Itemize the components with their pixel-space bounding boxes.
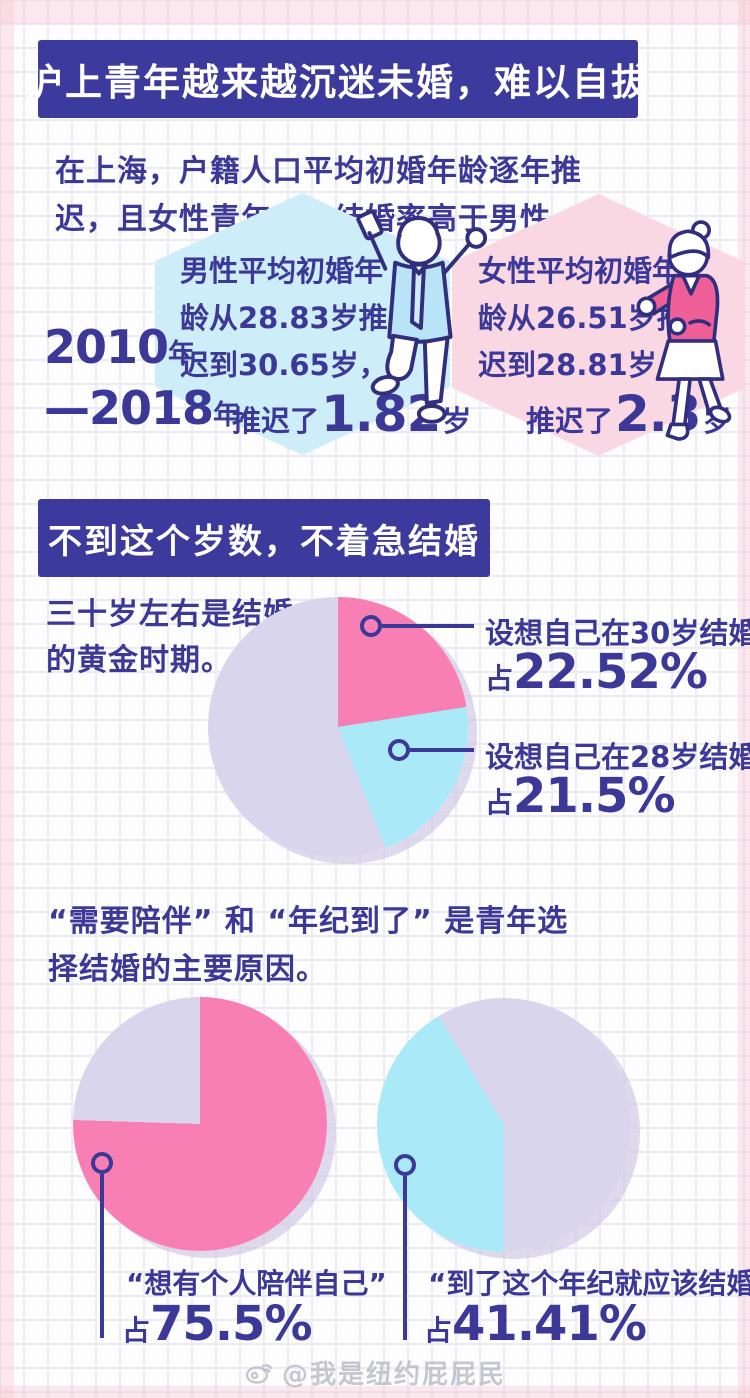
period-start-year: 2010 [44, 320, 169, 374]
watermark-handle: @我是纽约屁屁民 [281, 1359, 506, 1390]
male-figure-illustration [356, 209, 488, 424]
callout-marker-right-age [394, 1154, 416, 1176]
callout-label-companionship: “想有个人陪伴自己” [126, 1267, 387, 1300]
callout-marker-28 [388, 739, 410, 761]
callout-label-right-age: “到了这个年纪就应该结婚” [428, 1267, 750, 1300]
callout-value-companionship: 占 75.5% [122, 1296, 313, 1352]
pie-chart-reason-companionship [73, 997, 327, 1251]
section2-title-banner: 不到这个岁数，不着急结婚 [38, 499, 490, 577]
female-figure-illustration [636, 220, 732, 441]
callout-line-companionship [100, 1174, 104, 1338]
pie-chart-reason-right-age [377, 998, 631, 1252]
callout-label-28: 设想自己在28岁结婚 [485, 740, 750, 774]
callout-label-30: 设想自己在30岁结婚， [485, 616, 750, 650]
callout-value-30: 占 22.52% [485, 644, 708, 700]
callout-value-28: 占 21.5% [485, 768, 676, 824]
edge-tint-top [0, 0, 750, 24]
callout-line-right-age [403, 1176, 407, 1340]
callout-value-right-age: 占 41.41% [424, 1296, 647, 1352]
section2-intro-text: 三十岁左右是结婚 的黄金时期。 [46, 597, 294, 678]
section1-title-banner: 沪上青年越来越沉迷未婚，难以自拔 [26, 40, 648, 118]
weibo-logo-icon [245, 1364, 273, 1384]
callout-line-28 [410, 748, 474, 752]
period-end-year: —2018 [44, 381, 214, 435]
section1-intro-line1: 在上海，户籍人口平均初婚年龄逐年推 [55, 154, 582, 189]
edge-tint-left [0, 0, 14, 1398]
callout-marker-companionship [91, 1152, 113, 1174]
period-label: 2010年 —2018年 [44, 320, 241, 435]
male-hex-text: 男性平均初婚年 龄从28.83岁推 迟到30.65岁， 推迟了 1.82 岁 [180, 254, 472, 443]
callout-marker-30 [360, 615, 382, 637]
watermark: @我是纽约屁屁民 [0, 1352, 750, 1392]
section3-intro-text: “需要陪伴” 和 “年纪到了” 是青年选 择结婚的主要原因。 [48, 904, 569, 987]
section1-intro-text: 在上海，户籍人口平均初婚年龄逐年推 迟，且女性青年人口结婚率高于男性。 [55, 148, 582, 244]
callout-line-30 [382, 624, 474, 628]
pie-chart-ideal-marriage-age [208, 597, 468, 857]
